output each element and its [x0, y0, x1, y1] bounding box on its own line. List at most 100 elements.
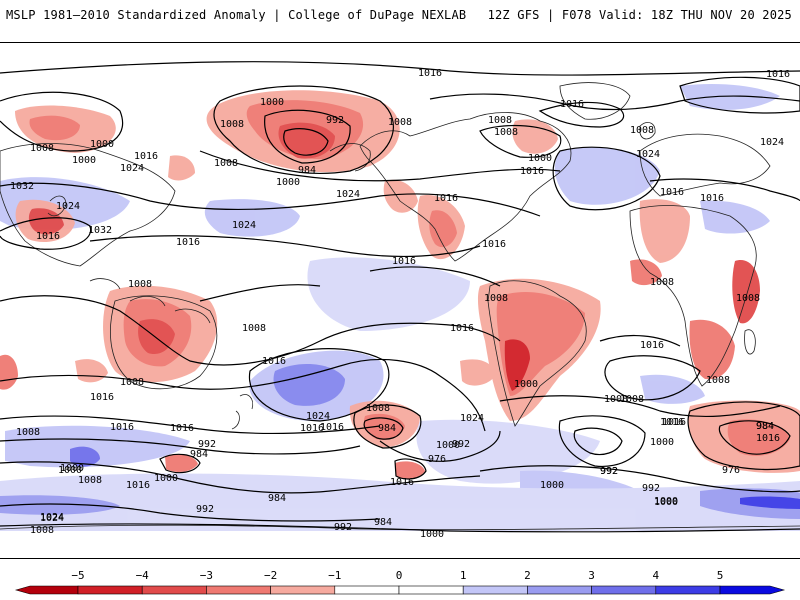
isobar-label: 1008	[220, 119, 244, 130]
colorbar-segment	[655, 585, 721, 595]
colorbar-segment	[719, 585, 786, 595]
isobar	[0, 295, 501, 366]
isobar	[604, 355, 701, 401]
isobar	[0, 217, 92, 250]
isobar-label: 1008	[214, 158, 238, 169]
isobar-label: 1016	[450, 323, 474, 334]
anomaly-blob	[740, 496, 800, 509]
anomaly-blob	[383, 179, 418, 213]
isobar-label: 1024	[56, 201, 80, 212]
isobar-label: 1024	[336, 189, 360, 200]
isobar	[599, 334, 681, 347]
isobar	[0, 415, 381, 434]
colorbar-tick-label: 1	[460, 569, 467, 582]
isobar-label: 1000	[154, 473, 178, 484]
isobar-label: 1016	[520, 166, 544, 177]
isobar	[363, 417, 404, 440]
isobar-label: 1016	[126, 480, 150, 491]
isobar-label: 1000	[72, 155, 96, 166]
colorbar-svg: −5 −4 −3 −2 −1 0 1 2 3 4 5	[14, 569, 786, 595]
isobar-label: 992	[334, 522, 352, 533]
isobar-label: 1016	[392, 256, 416, 267]
anomaly-blob	[732, 260, 760, 324]
colorbar-tick-label: 5	[717, 569, 724, 582]
colorbar-tick-label: 4	[652, 569, 659, 582]
anomaly-blob	[75, 359, 108, 383]
isobar-label: 1008	[78, 475, 102, 486]
coast-maritime-asia	[89, 278, 211, 324]
isobar	[499, 395, 781, 418]
isobar-label: 1000	[654, 497, 678, 508]
isobar-label: 1016	[134, 151, 158, 162]
coast-madagascar	[744, 329, 756, 355]
isobar-label: 1016	[640, 340, 664, 351]
colorbar-ticks: −5 −4 −3 −2 −1 0 1 2 3 4 5	[71, 569, 723, 582]
isobar-label: 992	[642, 483, 660, 494]
isobar-label: 1016	[36, 231, 60, 242]
isobar-label: 984	[374, 517, 392, 528]
colorbar-tick-label: 2	[524, 569, 531, 582]
isobar-label: 1000	[514, 379, 538, 390]
isobar-label: 1008	[736, 293, 760, 304]
isobar-label: 976	[722, 465, 740, 476]
isobar	[0, 461, 481, 494]
colorbar-tick-label: −2	[264, 569, 277, 582]
isobar	[687, 401, 800, 470]
isobar-label: 1024	[460, 413, 484, 424]
negative-anomaly-shading	[0, 90, 800, 479]
isobar-label: 1016	[418, 68, 442, 79]
anomaly-blob	[700, 200, 770, 234]
isobar-label: 992	[452, 439, 470, 450]
isobar-label: 1016	[756, 433, 780, 444]
isobar	[0, 358, 486, 432]
anomaly-blob	[689, 319, 735, 380]
colorbar-segment	[141, 585, 207, 595]
isobar-label: 1000	[650, 437, 674, 448]
isobar-label: 1016	[700, 193, 724, 204]
colorbar-tick-label: −4	[136, 569, 150, 582]
isobar-label: 1024	[40, 512, 64, 523]
isobar	[552, 146, 661, 211]
isobar-label: 1000	[528, 153, 552, 164]
coast-south-america	[487, 280, 587, 427]
anomaly-blob	[630, 259, 662, 286]
isobar	[0, 503, 381, 522]
colorbar-bar	[14, 585, 786, 595]
isobar-label: 1024	[120, 163, 144, 174]
isobar-label: 1000	[60, 463, 84, 474]
isobar-label: 1000	[654, 496, 678, 507]
chart-title: MSLP 1981–2010 Standardized Anomaly | Co…	[6, 8, 467, 22]
isobar-label: 1000	[260, 97, 284, 108]
isobar-label: 1024	[306, 411, 330, 422]
isobar-label: 1016	[560, 99, 584, 110]
isobar-label: 1000	[276, 177, 300, 188]
isobar-label: 992	[196, 504, 214, 515]
map-svg: 1016 1016 1000 992 1008 1008 1008 1000 1…	[0, 61, 800, 540]
isobar-label: 984	[268, 493, 286, 504]
coast-new-zealand	[231, 394, 254, 430]
isobar-label: 976	[428, 454, 446, 465]
isobars	[0, 61, 800, 533]
anomaly-blob	[727, 419, 790, 456]
colorbar-tick-label: −3	[200, 569, 213, 582]
isobar-label: 1016	[262, 356, 286, 367]
colorbar-segment	[527, 585, 592, 595]
anomaly-blob	[307, 257, 470, 331]
isobar-label: 1000	[436, 440, 460, 451]
coast-antarctica	[0, 524, 800, 531]
isobar	[353, 404, 422, 449]
isobar-label: 1008	[706, 375, 730, 386]
anomaly-blob	[204, 199, 300, 237]
colorbar-tick-label: 3	[588, 569, 595, 582]
coast-africa	[629, 205, 757, 387]
coast-greenland	[559, 82, 631, 120]
coast-alaska	[329, 143, 371, 172]
isobar-label: 1008	[604, 394, 628, 405]
isobar	[394, 458, 427, 480]
isobar-label: 1016	[766, 69, 790, 80]
isobar	[718, 420, 791, 455]
isobar-label: 1008	[30, 143, 54, 154]
colorbar-segment	[334, 585, 400, 595]
isobar-label: 1016	[90, 392, 114, 403]
isobar	[199, 284, 321, 302]
